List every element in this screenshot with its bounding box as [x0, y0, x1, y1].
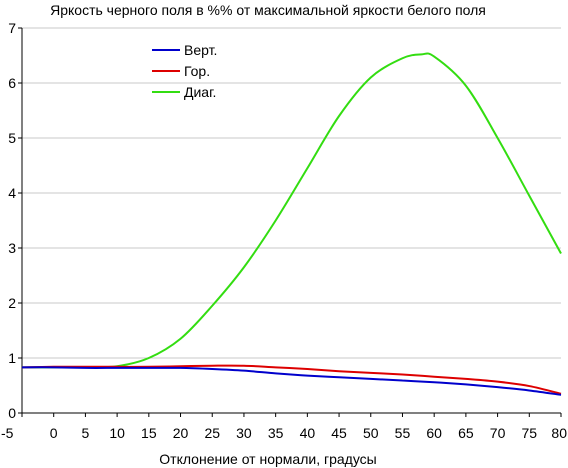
y-tick-label: 3: [8, 240, 16, 256]
y-tick-label: 6: [8, 75, 16, 91]
series-line-2: [21, 52, 562, 369]
x-tick-label: 5: [82, 425, 90, 441]
legend: Верт. Гор. Диаг.: [152, 42, 217, 100]
x-tick-label: 0: [50, 425, 58, 441]
series-line-0: [21, 366, 562, 396]
chart-title: Яркость черного поля в %% от максимально…: [50, 2, 486, 18]
legend-label: Верт.: [184, 42, 217, 58]
x-tick-label: 35: [268, 425, 284, 441]
x-tick-label: 70: [490, 425, 506, 441]
y-tick-label: 1: [8, 350, 16, 366]
x-tick-label: 50: [363, 425, 379, 441]
x-tick-label: 40: [300, 425, 316, 441]
x-tick-label: 15: [141, 425, 157, 441]
x-tick-label: 10: [109, 425, 125, 441]
x-tick-label: 65: [458, 425, 474, 441]
y-tick-label: 4: [8, 185, 16, 201]
y-tick-label: 5: [8, 130, 16, 146]
x-axis-label: Отклонение от нормали, градусы: [159, 451, 376, 467]
x-tick-label: 20: [173, 425, 189, 441]
y-tick-label: 2: [8, 295, 16, 311]
x-tick-label: 55: [395, 425, 411, 441]
y-tick-label: 7: [8, 20, 16, 36]
x-tick-label: -5: [1, 425, 14, 441]
x-tick-label: 30: [236, 425, 252, 441]
series-line-1: [21, 364, 562, 395]
legend-label: Диаг.: [184, 84, 216, 100]
x-tick-label: 45: [331, 425, 347, 441]
x-tick-label: 75: [522, 425, 538, 441]
grid-lines: [22, 27, 561, 359]
x-tick-label: 80: [551, 425, 567, 441]
x-tick-label: 60: [426, 425, 442, 441]
y-tick-label: 0: [8, 405, 16, 421]
series-lines: [21, 52, 562, 396]
x-tick-label: 25: [204, 425, 220, 441]
legend-label: Гор.: [184, 63, 210, 79]
